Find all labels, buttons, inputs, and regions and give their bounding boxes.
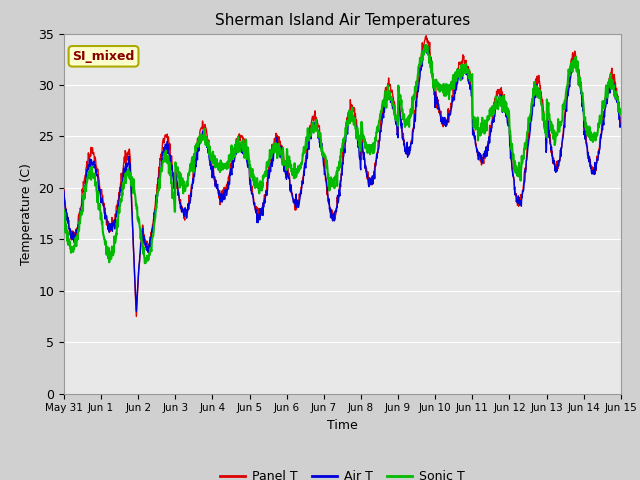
Legend: Panel T, Air T, Sonic T: Panel T, Air T, Sonic T xyxy=(216,465,469,480)
Title: Sherman Island Air Temperatures: Sherman Island Air Temperatures xyxy=(215,13,470,28)
X-axis label: Time: Time xyxy=(327,419,358,432)
Y-axis label: Temperature (C): Temperature (C) xyxy=(20,163,33,264)
Text: SI_mixed: SI_mixed xyxy=(72,50,135,63)
